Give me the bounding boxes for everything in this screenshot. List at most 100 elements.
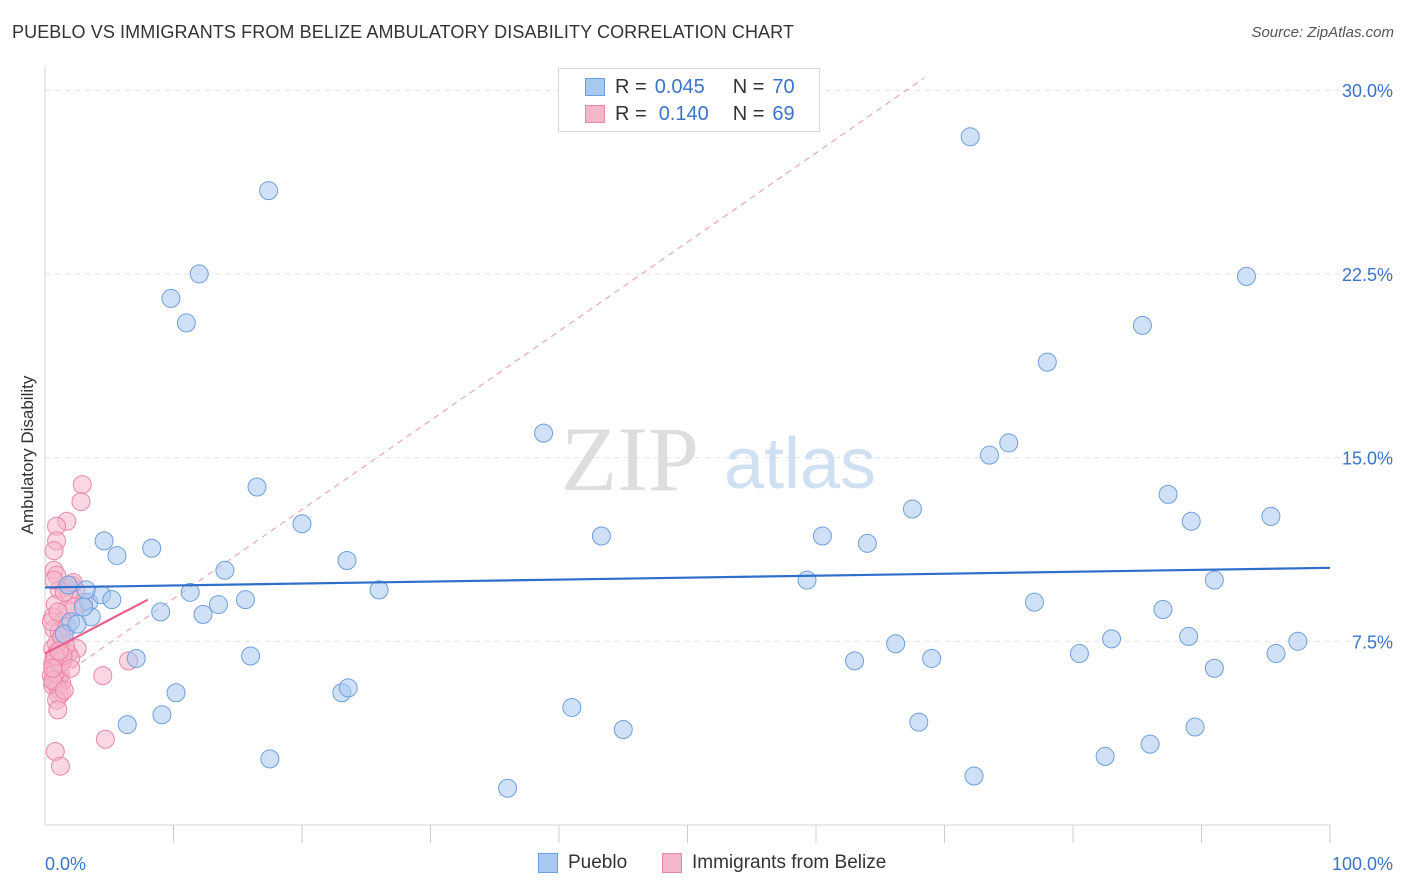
grid-lines (45, 89, 1393, 642)
pueblo-point (1095, 746, 1115, 766)
pueblo-point (909, 712, 929, 732)
y-tick-label: 22.5% (1342, 265, 1393, 285)
pueblo-point (215, 560, 235, 580)
belize-point (44, 541, 64, 561)
pueblo-point (166, 683, 186, 703)
pueblo-point (1069, 644, 1089, 664)
legend-row-pueblo: R = 0.045 N = 70 (585, 74, 795, 100)
belize-point (48, 700, 68, 720)
pueblo-point (151, 602, 171, 622)
pueblo-point (189, 264, 209, 284)
belize-point (54, 680, 74, 700)
pueblo-point (999, 433, 1019, 453)
pueblo-point (176, 313, 196, 333)
belize-point (61, 658, 81, 678)
pueblo-point (58, 575, 78, 595)
series-legend: Pueblo Immigrants from Belize (0, 852, 1406, 878)
legend-n-value: 70 (772, 75, 795, 98)
y-tick-label: 7.5% (1352, 632, 1393, 652)
pueblo-point (1204, 570, 1224, 590)
pueblo-point (260, 749, 280, 769)
pueblo-point (369, 580, 389, 600)
belize-point (95, 729, 115, 749)
pueblo-point (247, 477, 267, 497)
series-swatch-belize (662, 853, 682, 873)
pueblo-point (960, 127, 980, 147)
pueblo-point (107, 546, 127, 566)
pueblo-point (1102, 629, 1122, 649)
pueblo-point (338, 678, 358, 698)
belize-trend-line (44, 598, 149, 655)
series-legend-pueblo: Pueblo (538, 852, 627, 874)
watermark-atlas: atlas (724, 424, 876, 504)
y-tick-label: 15.0% (1342, 449, 1393, 469)
legend-swatch-belize (585, 105, 605, 123)
pueblo-point (1181, 511, 1201, 531)
pueblo-point (241, 646, 261, 666)
pueblo-point (161, 288, 181, 308)
pueblo-trend-line (44, 566, 1331, 589)
pueblo-point (979, 445, 999, 465)
pueblo-point (337, 550, 357, 570)
axes (44, 66, 1331, 843)
legend-n-label: N = (732, 102, 765, 125)
legend-r-value: 0.140 (658, 102, 709, 125)
pueblo-point (1261, 506, 1281, 526)
pueblo-point (902, 499, 922, 519)
pueblo-point (193, 604, 213, 624)
belize-point (71, 492, 91, 512)
series-name-belize: Immigrants from Belize (692, 852, 887, 873)
pueblo-point (797, 570, 817, 590)
pueblo-point (1179, 626, 1199, 646)
pueblo-point (1288, 631, 1308, 651)
pueblo-point (1185, 717, 1205, 737)
pueblo-point (1153, 599, 1173, 619)
pueblo-point (534, 423, 554, 443)
watermark-zip: ZIP (561, 408, 699, 510)
legend-swatch-pueblo (585, 78, 605, 96)
pueblo-point (1024, 592, 1044, 612)
x-tick-label-max: 100.0% (1332, 854, 1393, 874)
reference-line (44, 77, 925, 689)
reference-dashed-line (44, 77, 925, 689)
pueblo-point (1140, 734, 1160, 754)
pueblo-points (54, 127, 1308, 798)
belize-point (50, 756, 70, 776)
legend-r-label: R = (615, 102, 647, 125)
pueblo-point (591, 526, 611, 546)
series-name-pueblo: Pueblo (568, 852, 628, 873)
pueblo-point (845, 651, 865, 671)
pueblo-point (76, 580, 96, 600)
belize-point (43, 658, 63, 678)
pueblo-point (1204, 658, 1224, 678)
belize-point (72, 475, 92, 495)
legend-r-label: R = (615, 75, 647, 98)
watermark: ZIP atlas (561, 408, 876, 510)
pueblo-point (812, 526, 832, 546)
pueblo-point (235, 590, 255, 610)
trend-lines (44, 566, 1331, 655)
pueblo-point (152, 705, 172, 725)
legend-n-label: N = (732, 75, 765, 98)
chart-title: PUEBLO VS IMMIGRANTS FROM BELIZE AMBULAT… (12, 22, 795, 42)
series-swatch-pueblo (538, 853, 558, 873)
y-axis-label: Ambulatory Disability (18, 375, 37, 535)
pueblo-point (886, 634, 906, 654)
pueblo-point (1158, 484, 1178, 504)
legend-r-value: 0.045 (654, 75, 705, 98)
y-tick-label: 30.0% (1342, 81, 1393, 101)
pueblo-point (102, 590, 122, 610)
pueblo-point (922, 648, 942, 668)
pueblo-point (857, 533, 877, 553)
pueblo-point (208, 595, 228, 615)
pueblo-point (180, 582, 200, 602)
pueblo-point (1266, 644, 1286, 664)
belize-point (49, 641, 69, 661)
pueblo-point (126, 648, 146, 668)
pueblo-point (142, 538, 162, 558)
legend-n-value: 69 (772, 102, 795, 125)
pueblo-point (1037, 352, 1057, 372)
tick-labels: 7.5% 15.0% 22.5% 30.0% 0.0% 100.0% (45, 81, 1393, 874)
pueblo-point (74, 597, 94, 617)
